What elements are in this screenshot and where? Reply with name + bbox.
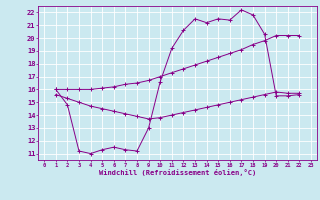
X-axis label: Windchill (Refroidissement éolien,°C): Windchill (Refroidissement éolien,°C) — [99, 169, 256, 176]
